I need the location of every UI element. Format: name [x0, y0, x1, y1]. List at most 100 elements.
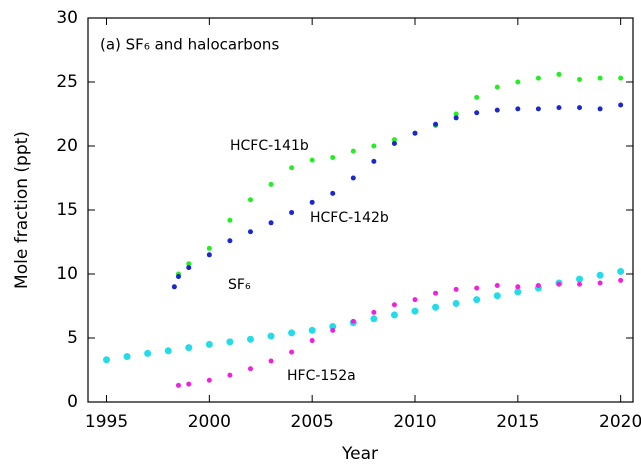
data-point — [556, 71, 562, 77]
y-tick-label: 25 — [56, 72, 78, 92]
x-tick-label: 2010 — [393, 412, 436, 432]
data-point — [309, 157, 315, 163]
data-point — [330, 327, 336, 333]
data-point — [391, 140, 397, 146]
data-point — [186, 261, 192, 267]
data-point — [175, 382, 181, 388]
data-point — [597, 280, 603, 286]
data-point — [206, 377, 212, 383]
data-point — [226, 338, 234, 346]
y-axis-label: Mole fraction (ppt) — [12, 131, 32, 289]
y-tick-label: 0 — [67, 392, 78, 412]
data-point — [205, 340, 213, 348]
data-point — [577, 105, 583, 111]
data-point — [268, 220, 274, 226]
data-point — [171, 284, 177, 290]
data-point — [391, 137, 397, 143]
data-point — [309, 199, 315, 205]
x-tick-label: 2000 — [188, 412, 231, 432]
y-tick-label: 5 — [67, 328, 78, 348]
data-point — [247, 229, 253, 235]
data-point — [618, 102, 624, 108]
data-point — [494, 107, 500, 113]
data-point — [556, 281, 562, 287]
data-point — [371, 143, 377, 149]
data-point — [577, 76, 583, 82]
data-point — [618, 277, 624, 283]
data-point — [453, 111, 459, 117]
data-point — [535, 75, 541, 81]
data-point — [206, 252, 212, 258]
data-point — [371, 158, 377, 164]
data-point — [350, 318, 356, 324]
data-point — [268, 181, 274, 187]
data-point — [370, 315, 378, 323]
data-point — [473, 296, 481, 304]
data-point — [514, 288, 522, 296]
data-point — [412, 130, 418, 136]
data-point — [227, 238, 233, 244]
y-tick-label: 30 — [56, 8, 78, 28]
data-point — [432, 303, 440, 311]
data-point — [576, 275, 584, 283]
data-point — [390, 311, 398, 319]
x-tick-label: 1995 — [85, 412, 128, 432]
data-point — [247, 366, 253, 372]
data-point — [164, 347, 172, 355]
data-point — [535, 106, 541, 112]
data-point — [391, 302, 397, 308]
data-point — [412, 297, 418, 303]
data-point — [227, 372, 233, 378]
data-point — [474, 285, 480, 291]
data-point — [453, 286, 459, 292]
x-tick-label: 2020 — [599, 412, 641, 432]
data-point — [246, 335, 254, 343]
data-point — [123, 353, 131, 361]
data-point — [227, 217, 233, 223]
data-point — [494, 283, 500, 289]
data-point — [103, 356, 111, 364]
data-point — [535, 283, 541, 289]
data-point — [247, 197, 253, 203]
data-point — [330, 190, 336, 196]
data-point — [268, 358, 274, 364]
y-tick-label: 10 — [56, 264, 78, 284]
data-point — [185, 344, 193, 352]
x-axis-label: Year — [341, 444, 378, 464]
data-point — [289, 165, 295, 171]
data-point — [474, 110, 480, 116]
data-point — [494, 84, 500, 90]
data-point — [618, 75, 624, 81]
data-point — [144, 349, 152, 357]
data-point — [515, 284, 521, 290]
data-point — [186, 381, 192, 387]
data-point — [515, 106, 521, 112]
data-point — [597, 75, 603, 81]
data-point — [371, 309, 377, 315]
data-point — [288, 329, 296, 337]
data-point — [493, 292, 501, 300]
data-point — [175, 274, 181, 280]
series-label: HCFC-142b — [310, 210, 389, 226]
data-point — [329, 322, 337, 330]
data-point — [617, 267, 625, 275]
data-point — [289, 349, 295, 355]
y-tick-label: 15 — [56, 200, 78, 220]
data-point — [350, 175, 356, 181]
data-point — [433, 290, 439, 296]
data-point — [411, 307, 419, 315]
data-point — [577, 281, 583, 287]
y-tick-label: 20 — [56, 136, 78, 156]
data-point — [267, 332, 275, 340]
data-point — [289, 210, 295, 216]
series-label: HCFC-141b — [230, 138, 309, 154]
data-point — [596, 271, 604, 279]
data-point — [474, 94, 480, 100]
data-point — [556, 105, 562, 111]
data-point — [186, 265, 192, 271]
series-label: SF₆ — [228, 277, 251, 293]
data-point — [350, 148, 356, 154]
data-point — [597, 106, 603, 112]
x-tick-label: 2005 — [291, 412, 334, 432]
